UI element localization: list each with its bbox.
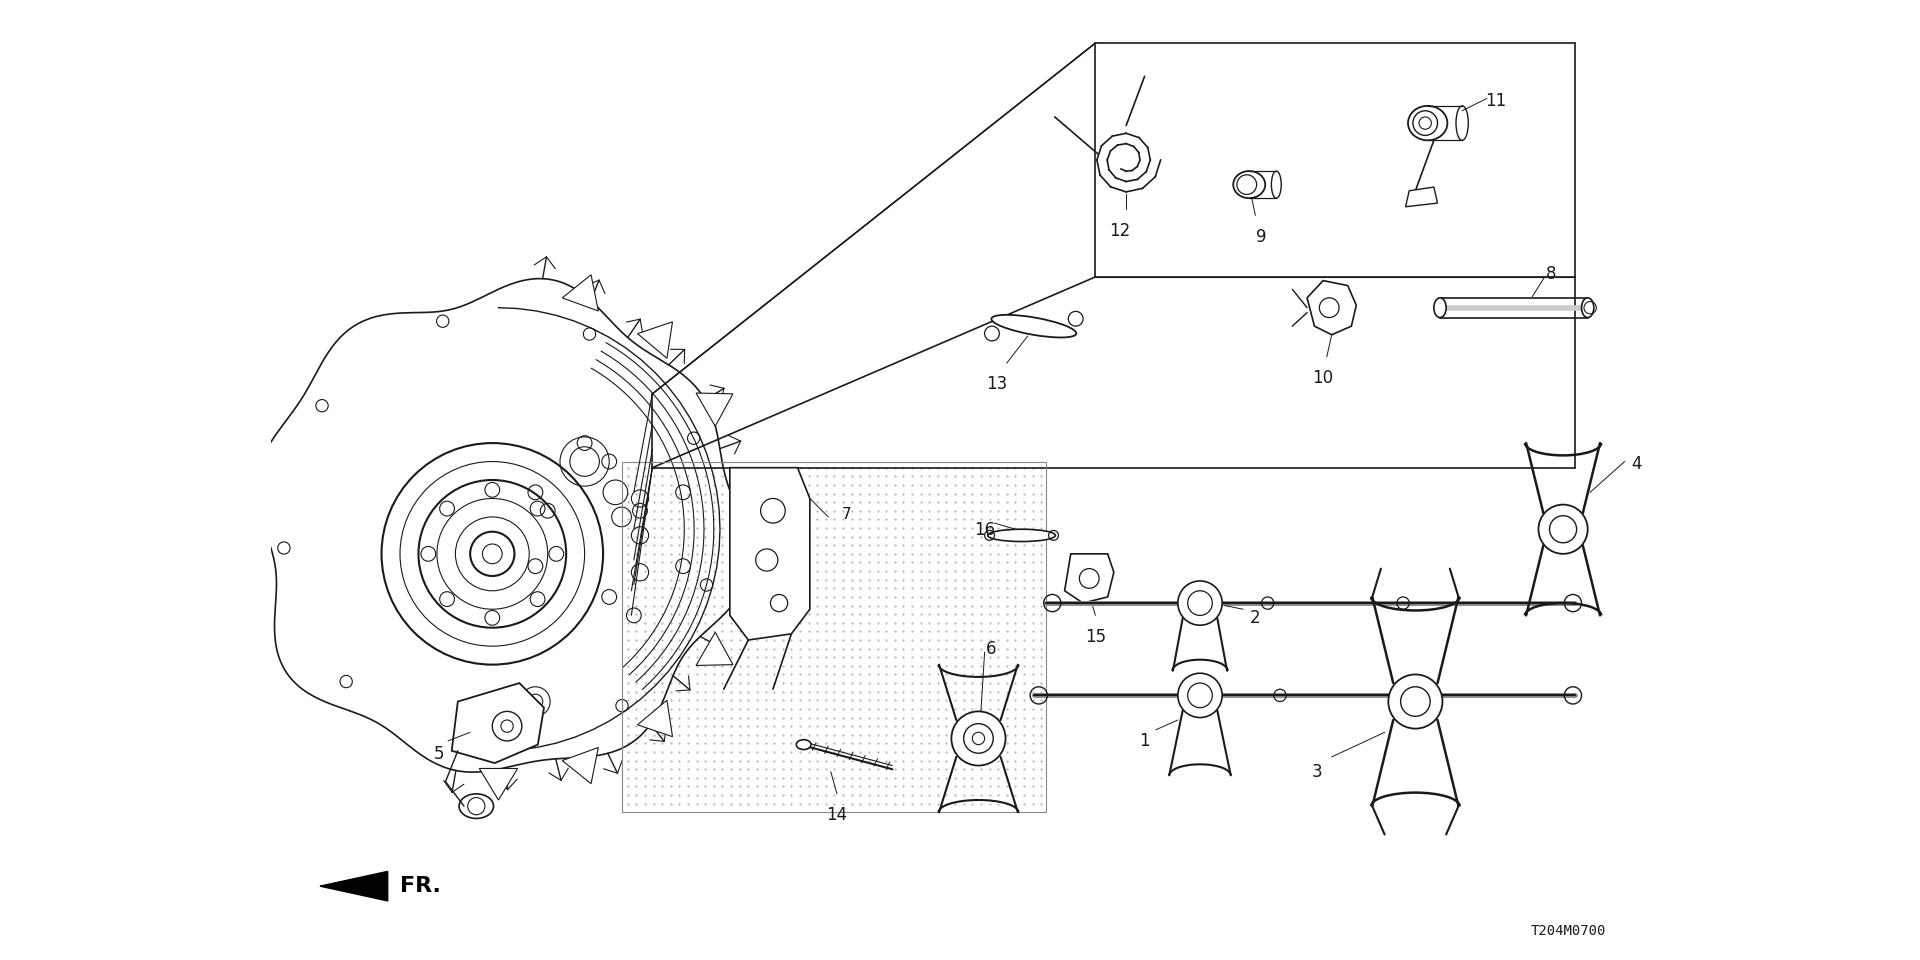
Text: 6: 6 (985, 640, 996, 658)
Polygon shape (637, 700, 672, 736)
Circle shape (1538, 505, 1588, 554)
Ellipse shape (1455, 106, 1469, 140)
Polygon shape (451, 684, 543, 763)
Polygon shape (697, 393, 733, 426)
Text: 9: 9 (1256, 228, 1267, 246)
Polygon shape (1405, 187, 1438, 206)
Polygon shape (563, 275, 599, 311)
Text: 8: 8 (1546, 265, 1555, 282)
Ellipse shape (1582, 298, 1594, 318)
Text: FR.: FR. (399, 876, 442, 896)
Circle shape (952, 711, 1006, 765)
Polygon shape (1064, 554, 1114, 603)
Text: 13: 13 (987, 375, 1008, 394)
Ellipse shape (1434, 298, 1446, 318)
Polygon shape (732, 468, 764, 507)
Ellipse shape (1233, 171, 1265, 198)
Polygon shape (637, 322, 672, 358)
Ellipse shape (1407, 106, 1448, 140)
Ellipse shape (797, 740, 810, 750)
Text: 3: 3 (1311, 763, 1323, 781)
Polygon shape (697, 633, 733, 665)
Text: 12: 12 (1110, 222, 1131, 240)
Text: 5: 5 (434, 745, 445, 762)
Ellipse shape (991, 315, 1077, 338)
Text: 14: 14 (826, 806, 847, 824)
Ellipse shape (987, 529, 1056, 541)
Polygon shape (321, 872, 388, 900)
Circle shape (1177, 673, 1223, 717)
Polygon shape (1308, 280, 1356, 335)
Polygon shape (730, 468, 810, 640)
Text: 16: 16 (973, 520, 995, 539)
Ellipse shape (1068, 311, 1083, 326)
Text: 15: 15 (1085, 628, 1106, 646)
Text: 1: 1 (1139, 732, 1150, 751)
Text: 7: 7 (843, 507, 852, 522)
Ellipse shape (985, 326, 1000, 341)
Text: 2: 2 (1250, 610, 1261, 627)
Text: 11: 11 (1484, 92, 1505, 110)
Circle shape (1177, 581, 1223, 625)
Ellipse shape (1271, 171, 1281, 198)
Text: 4: 4 (1632, 455, 1642, 473)
Text: T204M0700: T204M0700 (1530, 924, 1607, 938)
Circle shape (1388, 675, 1442, 729)
Polygon shape (480, 768, 518, 800)
Polygon shape (563, 748, 599, 783)
Text: 10: 10 (1313, 370, 1334, 387)
Polygon shape (732, 552, 764, 589)
